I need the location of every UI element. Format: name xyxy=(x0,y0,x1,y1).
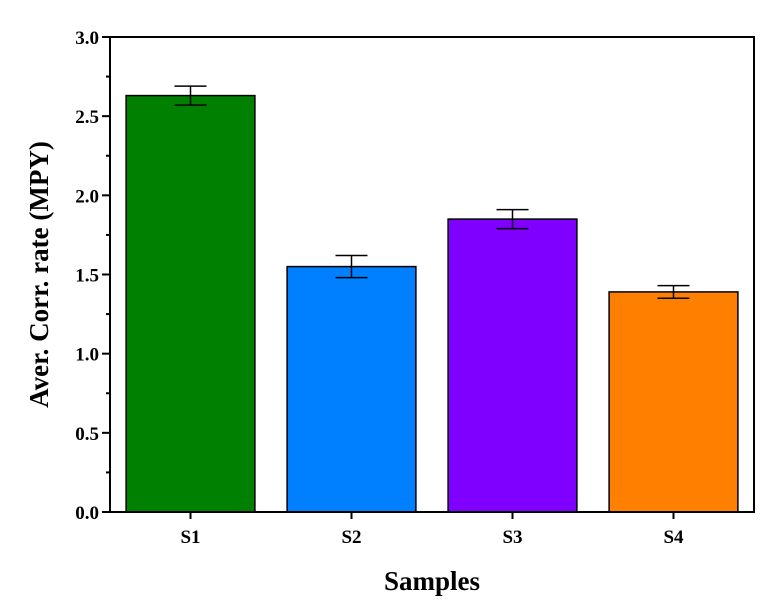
y-tick-label: 2.0 xyxy=(75,186,99,207)
y-axis-title: Aver. Corr. rate (MPY) xyxy=(24,141,54,408)
bar-s4 xyxy=(608,291,739,513)
y-tick-label: 0.0 xyxy=(75,503,99,524)
bar-s3 xyxy=(447,218,578,513)
bar-s2 xyxy=(286,265,417,513)
x-tick-label: S3 xyxy=(502,527,522,548)
x-tick-label: S4 xyxy=(663,527,684,548)
x-tick-label: S2 xyxy=(341,527,361,548)
bar-s1 xyxy=(125,94,256,513)
y-axis: 0.0 0.5 1.0 1.5 2.0 2.5 3.0 xyxy=(75,28,110,524)
x-axis-title: Samples xyxy=(384,566,480,596)
y-tick-label: 1.0 xyxy=(75,345,99,366)
x-tick-label: S1 xyxy=(180,527,200,548)
y-tick-label: 2.5 xyxy=(75,107,99,128)
y-tick-label: 1.5 xyxy=(75,266,99,287)
x-axis: S1 S2 S3 S4 xyxy=(180,512,684,548)
y-tick-label: 3.0 xyxy=(75,28,99,49)
bars-group xyxy=(125,94,739,513)
y-tick-label: 0.5 xyxy=(75,424,99,445)
error-bars-group xyxy=(174,85,690,299)
